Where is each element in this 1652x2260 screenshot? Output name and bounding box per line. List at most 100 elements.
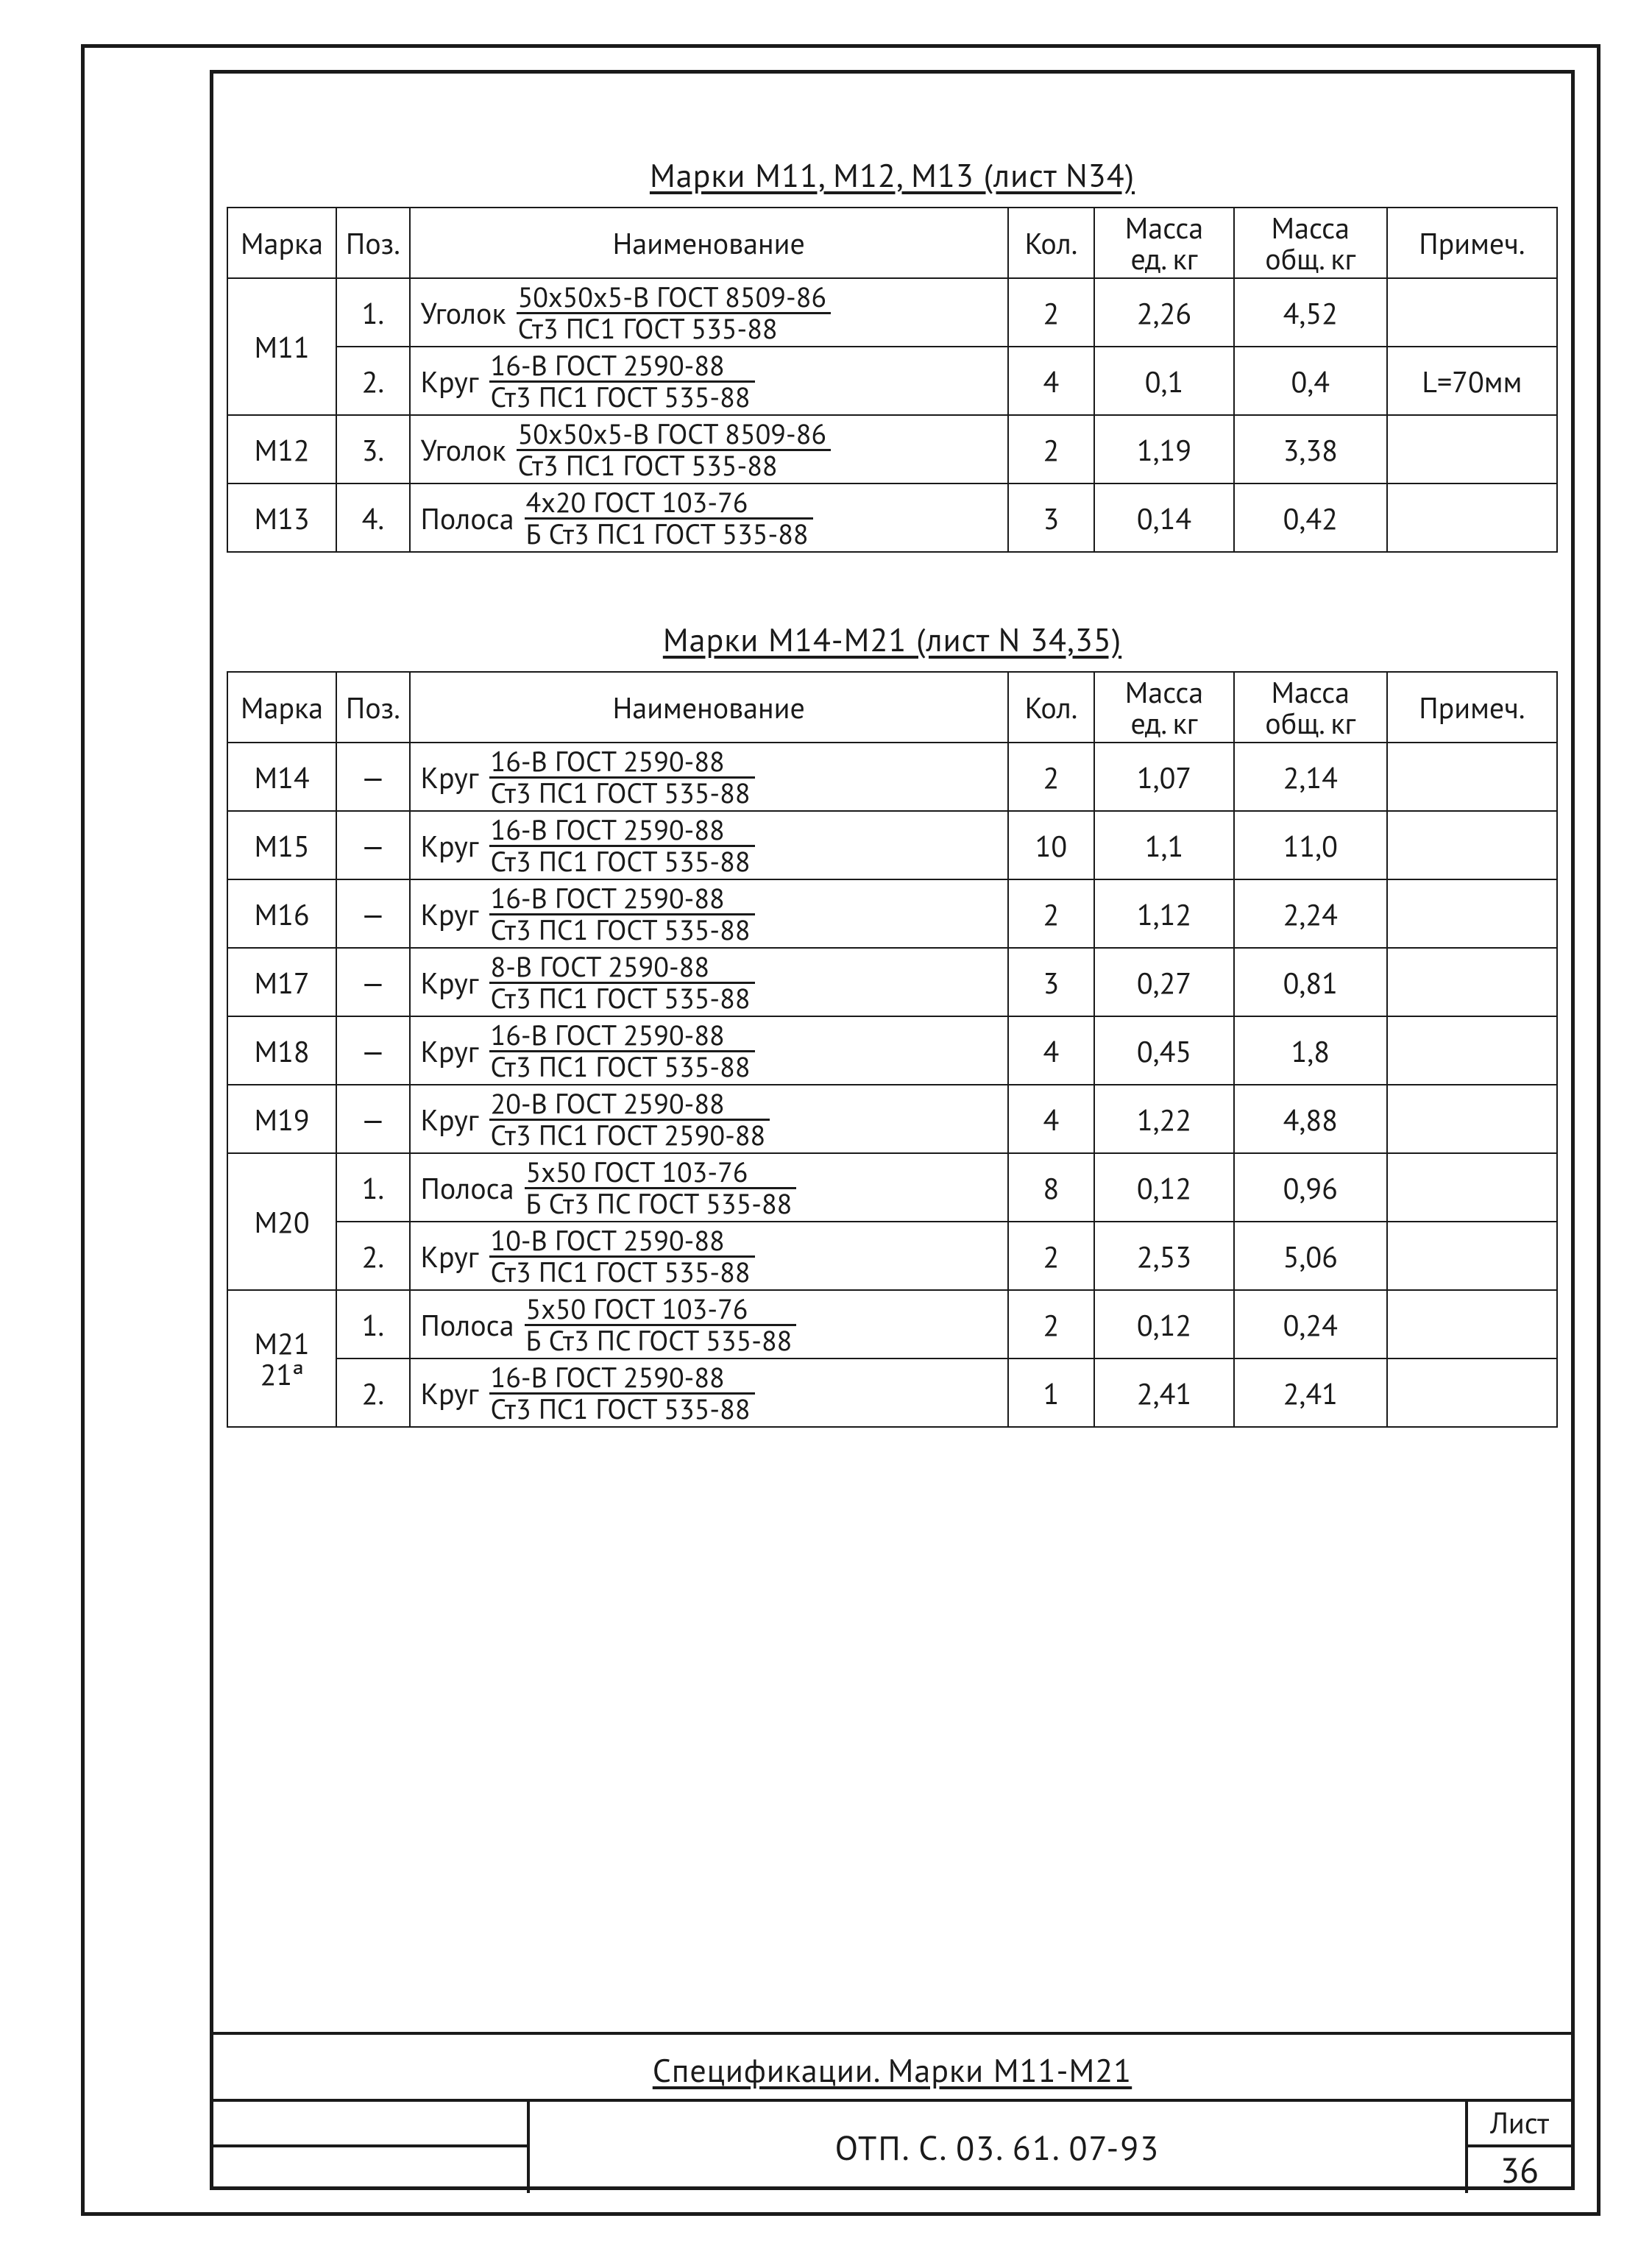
cell-naimenovanie: Круг 16-В ГОСТ 2590-88Ст3 ПС1 ГОСТ 535-88 bbox=[410, 347, 1008, 415]
naim-frac-bot: Ст3 ПС1 ГОСТ 535-88 bbox=[489, 984, 755, 1013]
naim-prefix: Круг bbox=[421, 968, 479, 999]
cell-massa-ob: 0,81 bbox=[1234, 948, 1387, 1016]
cell-naimenovanie: Круг16-В ГОСТ 2590-88Ст3 ПС1 ГОСТ 535-88 bbox=[410, 743, 1008, 811]
cell-naimenovanie: Круг16-В ГОСТ 2590-88Ст3 ПС1 ГОСТ 535-88 bbox=[410, 879, 1008, 948]
cell-poz: — bbox=[336, 743, 409, 811]
naim-frac-bot: Ст3 ПС1 ГОСТ 535-88 bbox=[489, 779, 755, 807]
inner-frame: Марки М11, М12, М13 (лист N34) Марка Поз… bbox=[210, 70, 1575, 2190]
titleblock-sheet: Лист 36 bbox=[1468, 2102, 1571, 2193]
cell-massa-ob: 2,24 bbox=[1234, 879, 1387, 948]
naim-frac-bot: Ст3 ПС1 ГОСТ 535-88 bbox=[489, 1258, 755, 1286]
cell-marka: М16 bbox=[227, 879, 336, 948]
cell-primech bbox=[1387, 1222, 1557, 1290]
cell-poz: 1. bbox=[336, 278, 409, 347]
naim-fraction: 16-В ГОСТ 2590-88Ст3 ПС1 ГОСТ 535-88 bbox=[489, 1364, 755, 1423]
cell-marka: М20 bbox=[227, 1153, 336, 1290]
cell-poz: — bbox=[336, 1016, 409, 1085]
table-section2: Марка Поз. Наименование Кол. Масса ед. к… bbox=[227, 671, 1558, 1428]
cell-poz: — bbox=[336, 811, 409, 879]
naim-prefix: Круг bbox=[421, 899, 479, 930]
naim-prefix: Круг bbox=[421, 1036, 479, 1067]
naim-frac-top: 5х50 ГОСТ 103-76 bbox=[525, 1158, 797, 1189]
tb-left-row2 bbox=[213, 2147, 527, 2193]
cell-massa-ed: 0,14 bbox=[1094, 483, 1234, 552]
cell-marka: М13 bbox=[227, 483, 336, 552]
naim-fraction: 16-В ГОСТ 2590-88Ст3 ПС1 ГОСТ 535-88 bbox=[489, 816, 755, 876]
cell-marka: М14 bbox=[227, 743, 336, 811]
hdr-poz: Поз. bbox=[336, 672, 409, 743]
cell-poz: — bbox=[336, 879, 409, 948]
naim-frac-bot: Б Ст3 ПС ГОСТ 535-88 bbox=[525, 1326, 797, 1355]
cell-massa-ed: 2,41 bbox=[1094, 1359, 1234, 1427]
cell-massa-ed: 0,12 bbox=[1094, 1153, 1234, 1222]
cell-massa-ed: 1,1 bbox=[1094, 811, 1234, 879]
hdr-kol: Кол. bbox=[1008, 672, 1094, 743]
cell-massa-ob: 0,42 bbox=[1234, 483, 1387, 552]
cell-naimenovanie: Уголок50х50х5-В ГОСТ 8509-86Ст3 ПС1 ГОСТ… bbox=[410, 415, 1008, 483]
cell-primech bbox=[1387, 879, 1557, 948]
cell-massa-ed: 0,45 bbox=[1094, 1016, 1234, 1085]
cell-kol: 2 bbox=[1008, 1290, 1094, 1359]
naim-fraction: 20-В ГОСТ 2590-88Ст3 ПС1 ГОСТ 2590-88 bbox=[489, 1090, 770, 1150]
naim-frac-bot: Ст3 ПС1 ГОСТ 535-88 bbox=[489, 383, 755, 411]
cell-primech bbox=[1387, 743, 1557, 811]
naim-prefix: Круг bbox=[421, 1241, 479, 1272]
table-row: М15—Круг16-В ГОСТ 2590-88Ст3 ПС1 ГОСТ 53… bbox=[227, 811, 1557, 879]
cell-kol: 4 bbox=[1008, 347, 1094, 415]
cell-naimenovanie: Круг 8-В ГОСТ 2590-88Ст3 ПС1 ГОСТ 535-88 bbox=[410, 948, 1008, 1016]
hdr-poz: Поз. bbox=[336, 208, 409, 278]
title-block: Спецификации. Марки М11-М21 ОТП. С. 03. … bbox=[213, 2032, 1571, 2186]
naim-frac-top: 16-В ГОСТ 2590-88 bbox=[489, 1364, 755, 1395]
naim-prefix: Полоса bbox=[421, 503, 514, 534]
table-row: М16—Круг16-В ГОСТ 2590-88Ст3 ПС1 ГОСТ 53… bbox=[227, 879, 1557, 948]
table-row: М111.Уголок50х50х5-В ГОСТ 8509-86Ст3 ПС1… bbox=[227, 278, 1557, 347]
naim-prefix: Уголок bbox=[421, 298, 506, 329]
cell-primech bbox=[1387, 948, 1557, 1016]
cell-kol: 2 bbox=[1008, 879, 1094, 948]
cell-massa-ob: 4,88 bbox=[1234, 1085, 1387, 1153]
cell-poz: — bbox=[336, 1085, 409, 1153]
cell-naimenovanie: Круг16-В ГОСТ 2590-88Ст3 ПС1 ГОСТ 535-88 bbox=[410, 1016, 1008, 1085]
cell-marka: М15 bbox=[227, 811, 336, 879]
cell-primech bbox=[1387, 1016, 1557, 1085]
cell-massa-ob: 0,4 bbox=[1234, 347, 1387, 415]
naim-frac-top: 8-В ГОСТ 2590-88 bbox=[489, 953, 755, 984]
cell-kol: 2 bbox=[1008, 1222, 1094, 1290]
cell-poz: 1. bbox=[336, 1153, 409, 1222]
hdr-massa-ed-l2: ед. кг bbox=[1101, 244, 1227, 274]
cell-marka: М12 bbox=[227, 415, 336, 483]
hdr-massa-ob-l2: общ. кг bbox=[1241, 708, 1380, 739]
titleblock-left bbox=[213, 2102, 530, 2193]
cell-marka: М18 bbox=[227, 1016, 336, 1085]
hdr-massa-ob: Масса общ. кг bbox=[1234, 672, 1387, 743]
cell-kol: 3 bbox=[1008, 948, 1094, 1016]
cell-kol: 10 bbox=[1008, 811, 1094, 879]
titleblock-grid: ОТП. С. 03. 61. 07-93 Лист 36 bbox=[213, 2099, 1571, 2193]
table-row: 2.Круг16-В ГОСТ 2590-88Ст3 ПС1 ГОСТ 535-… bbox=[227, 1359, 1557, 1427]
naim-frac-top: 50х50х5-В ГОСТ 8509-86 bbox=[517, 283, 832, 314]
naim-prefix: Круг bbox=[421, 1105, 479, 1136]
cell-poz: 2. bbox=[336, 1222, 409, 1290]
titleblock-doc-code: ОТП. С. 03. 61. 07-93 bbox=[530, 2102, 1468, 2193]
titleblock-subtitle: Спецификации. Марки М11-М21 bbox=[213, 2050, 1571, 2091]
cell-naimenovanie: Полоса4х20 ГОСТ 103-76Б Ст3 ПС1 ГОСТ 535… bbox=[410, 483, 1008, 552]
cell-marka: М11 bbox=[227, 278, 336, 415]
cell-naimenovanie: Уголок 50х50х5-В ГОСТ 8509-86Ст3 ПС1 ГОСТ… bbox=[410, 278, 1008, 347]
cell-naimenovanie: Круг16-В ГОСТ 2590-88Ст3 ПС1 ГОСТ 535-88 bbox=[410, 811, 1008, 879]
naim-frac-bot: Ст3 ПС1 ГОСТ 2590-88 bbox=[489, 1121, 770, 1150]
cell-naimenovanie: Круг 20-В ГОСТ 2590-88Ст3 ПС1 ГОСТ 2590-8… bbox=[410, 1085, 1008, 1153]
naim-frac-top: 5х50 ГОСТ 103-76 bbox=[525, 1295, 797, 1326]
cell-massa-ob: 1,8 bbox=[1234, 1016, 1387, 1085]
naim-frac-bot: Ст3 ПС1 ГОСТ 535-88 bbox=[489, 915, 755, 944]
naim-frac-bot: Б Ст3 ПС1 ГОСТ 535-88 bbox=[525, 520, 813, 548]
hdr-marka: Марка bbox=[227, 672, 336, 743]
naim-frac-top: 16-В ГОСТ 2590-88 bbox=[489, 352, 755, 383]
cell-kol: 2 bbox=[1008, 278, 1094, 347]
cell-kol: 1 bbox=[1008, 1359, 1094, 1427]
hdr-massa-ed: Масса ед. кг bbox=[1094, 672, 1234, 743]
table-row: М17—Круг8-В ГОСТ 2590-88Ст3 ПС1 ГОСТ 535… bbox=[227, 948, 1557, 1016]
naim-frac-bot: Ст3 ПС1 ГОСТ 535-88 bbox=[517, 314, 832, 343]
cell-kol: 2 bbox=[1008, 743, 1094, 811]
cell-massa-ob: 0,24 bbox=[1234, 1290, 1387, 1359]
naim-prefix: Круг bbox=[421, 366, 479, 397]
